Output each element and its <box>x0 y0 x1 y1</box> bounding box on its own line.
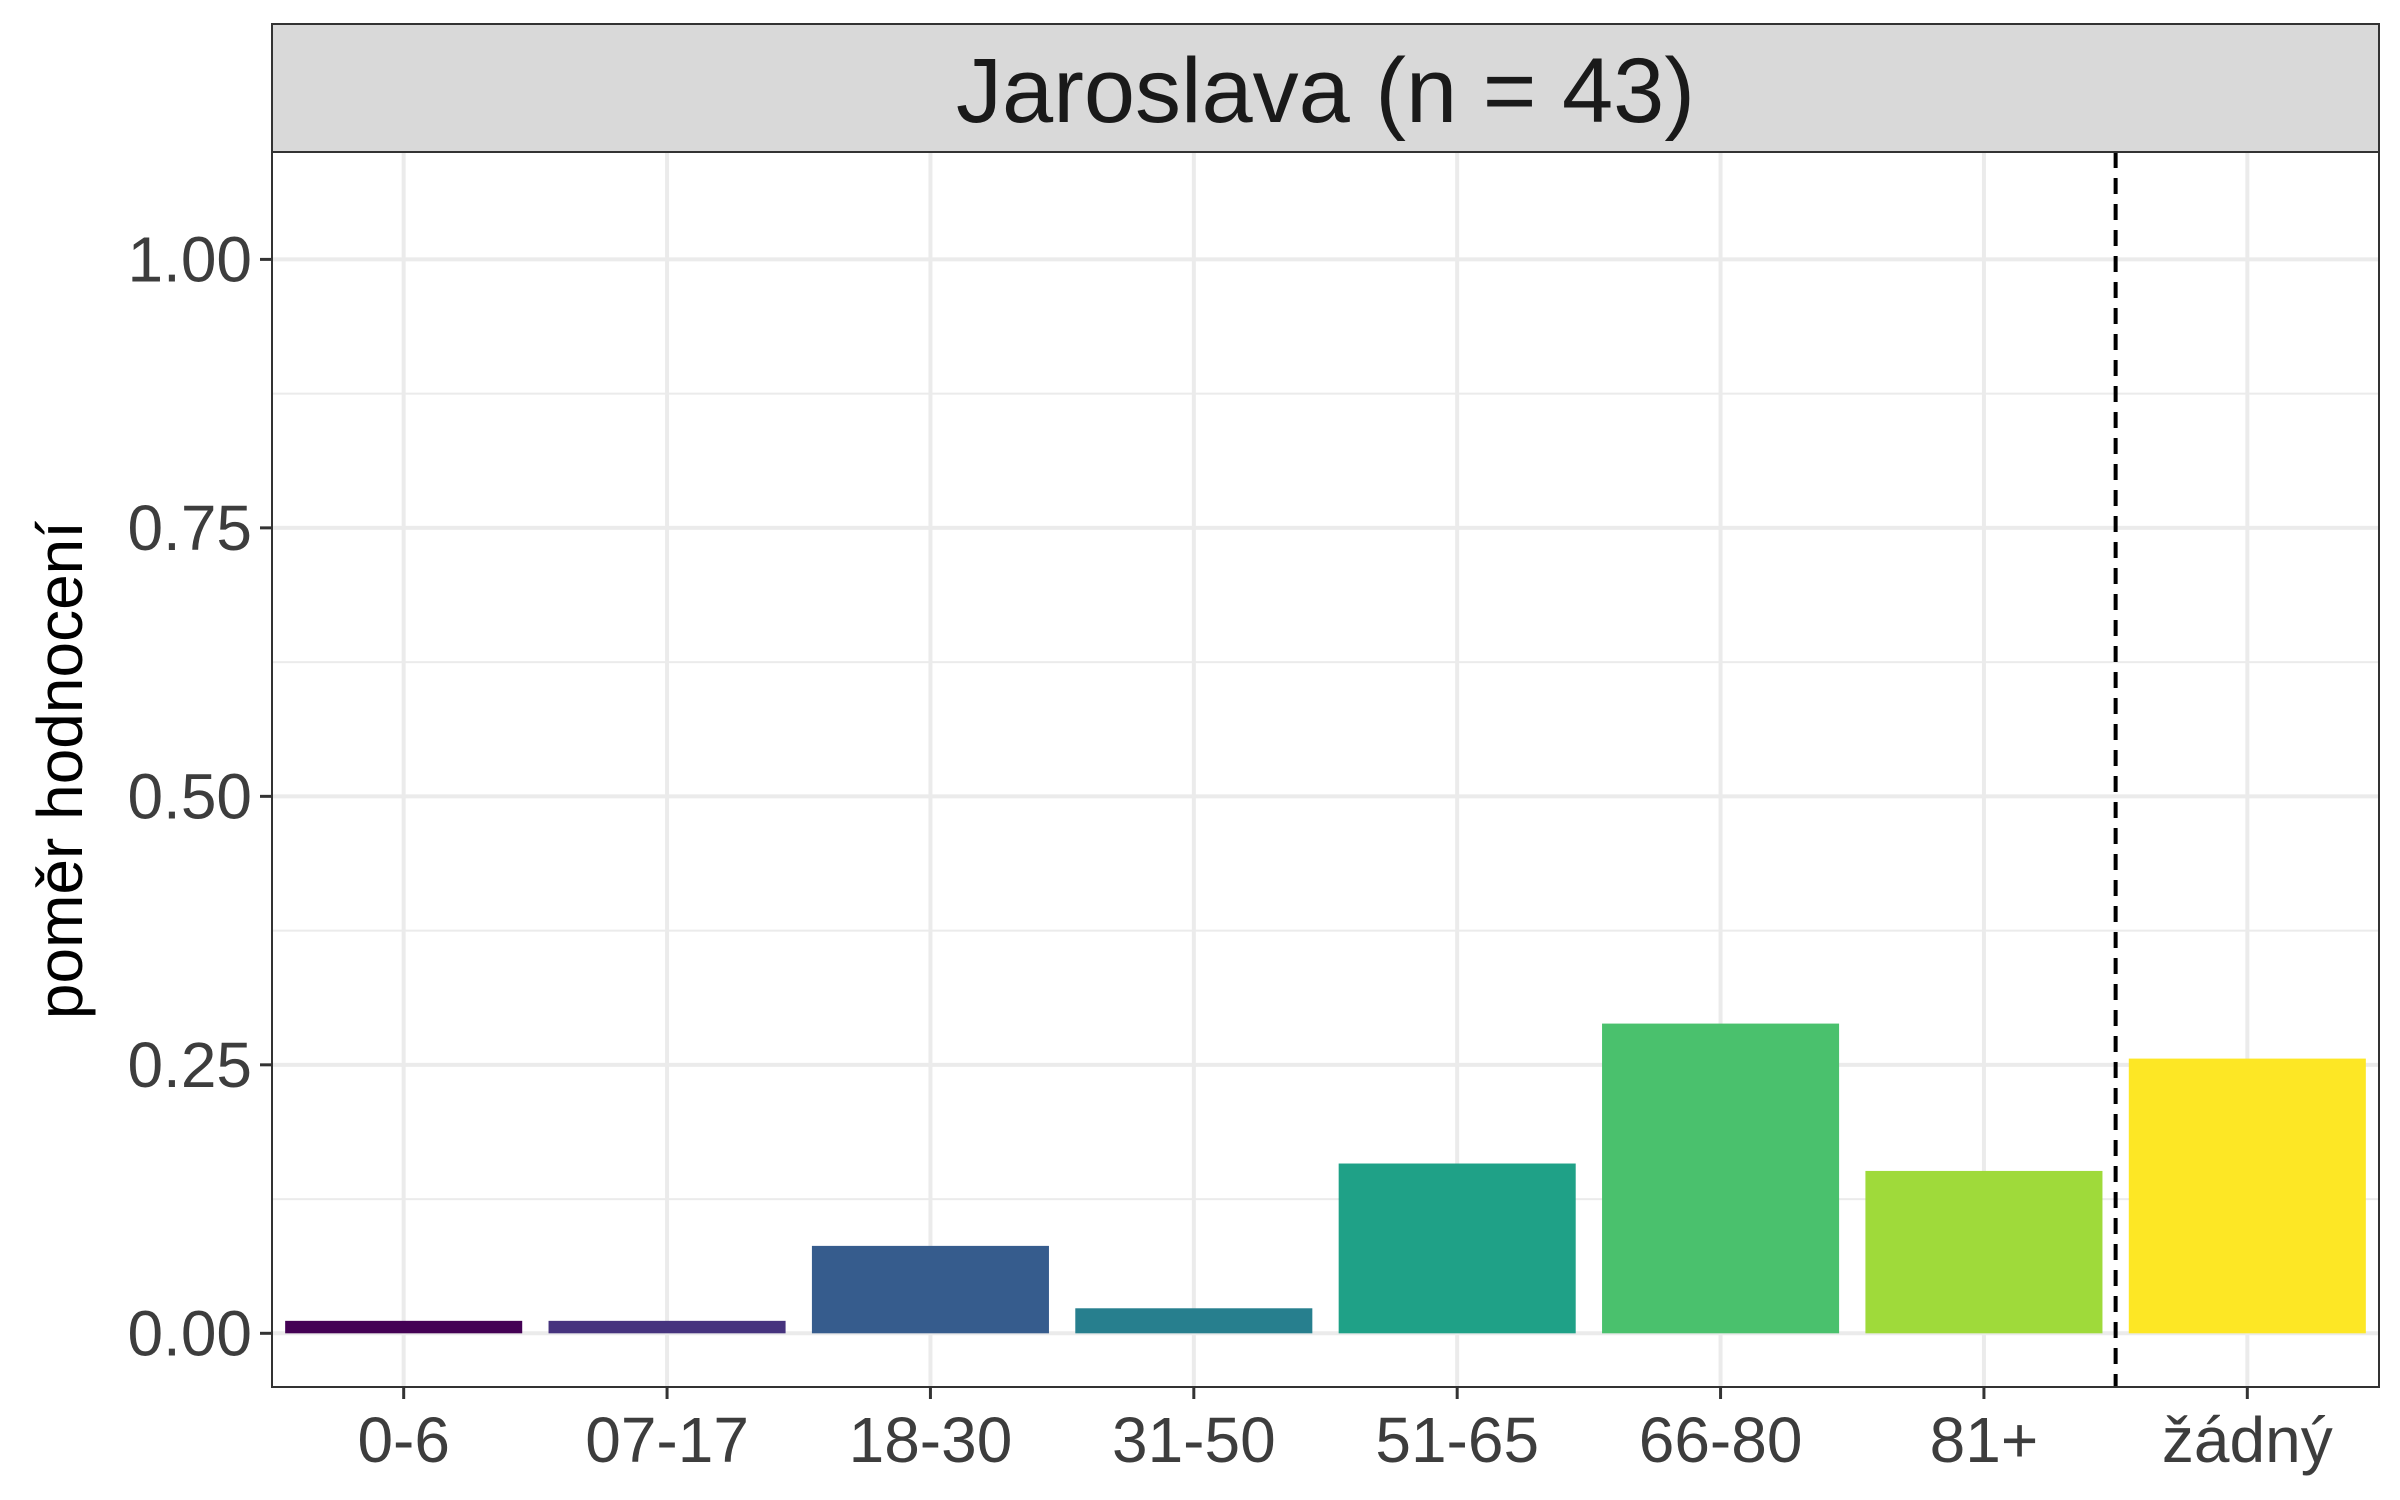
bar-51-65 <box>1338 1163 1576 1334</box>
facet-title: Jaroslava (n = 43) <box>956 40 1695 142</box>
bars <box>285 1023 2366 1334</box>
x-tick-label: 18-30 <box>849 1404 1013 1476</box>
bar-81+ <box>1865 1170 2103 1334</box>
facet-strip <box>271 23 2380 153</box>
x-axis: 0-6 07-17 18-30 31-50 51-65 66-80 81+ žádný <box>357 1387 2333 1476</box>
y-tick-label: 0.50 <box>127 760 252 832</box>
x-tick-label: 07-17 <box>585 1404 749 1476</box>
y-tick-label: 1.00 <box>127 223 252 295</box>
bar-31-50 <box>1075 1308 1313 1334</box>
bar-0-6 <box>285 1320 523 1334</box>
bar-07-17 <box>548 1320 786 1334</box>
y-tick-label: 0.00 <box>127 1297 252 1369</box>
y-tick-label: 0.25 <box>127 1029 252 1101</box>
x-tick-label: 81+ <box>1930 1404 2039 1476</box>
x-tick-label: 51-65 <box>1375 1404 1539 1476</box>
x-tick-label: 0-6 <box>357 1404 450 1476</box>
y-axis-title: poměr hodnocení <box>24 521 96 1019</box>
x-tick-label: 31-50 <box>1112 1404 1276 1476</box>
x-tick-label: žádný <box>2162 1404 2333 1476</box>
bar-žádný <box>2128 1058 2366 1334</box>
x-tick-label: 66-80 <box>1639 1404 1803 1476</box>
bar-66-80 <box>1602 1023 1840 1334</box>
y-tick-label: 0.75 <box>127 492 252 564</box>
y-axis: 0.00 0.25 0.50 0.75 1.00 <box>127 223 272 1369</box>
bar-18-30 <box>811 1245 1049 1334</box>
